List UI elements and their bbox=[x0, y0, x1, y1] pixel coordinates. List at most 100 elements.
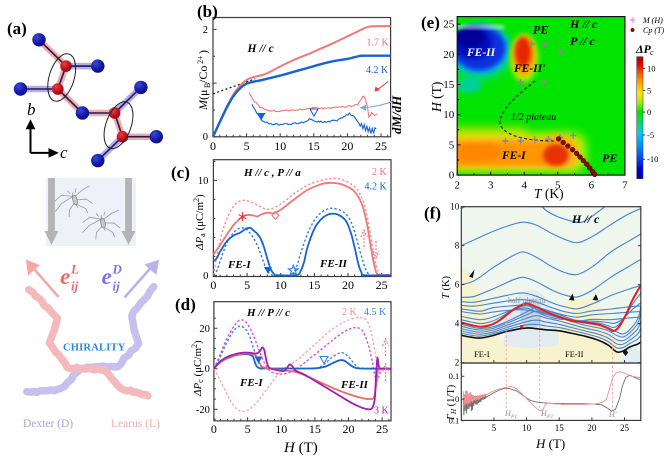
svg-text:c: c bbox=[650, 48, 654, 57]
svg-text:3: 3 bbox=[488, 180, 494, 192]
svg-text:FE-II: FE-II bbox=[565, 349, 584, 359]
svg-text:10: 10 bbox=[450, 202, 460, 212]
svg-text:-5: -5 bbox=[647, 130, 654, 140]
svg-text:H': H' bbox=[608, 410, 617, 419]
svg-text:(a): (a) bbox=[7, 19, 27, 38]
svg-text:20: 20 bbox=[587, 423, 597, 433]
svg-text:B: B bbox=[203, 83, 212, 88]
svg-text:FE-I: FE-I bbox=[501, 150, 526, 162]
svg-text:ΔP: ΔP bbox=[635, 42, 652, 56]
svg-text:5: 5 bbox=[244, 278, 250, 292]
svg-text:10: 10 bbox=[522, 423, 532, 433]
svg-text:(e): (e) bbox=[421, 13, 440, 32]
svg-text:0: 0 bbox=[211, 422, 217, 436]
svg-text:ΓH (1/T): ΓH (1/T) bbox=[446, 384, 458, 421]
svg-text:0: 0 bbox=[210, 278, 216, 292]
svg-text:H (T): H (T) bbox=[283, 440, 318, 456]
svg-text:5: 5 bbox=[555, 180, 561, 192]
svg-text:D: D bbox=[112, 262, 123, 277]
svg-text:b: b bbox=[27, 100, 36, 119]
svg-text:(f): (f) bbox=[424, 204, 441, 223]
svg-text:20: 20 bbox=[199, 324, 210, 335]
svg-text:H // c: H // c bbox=[571, 212, 600, 226]
svg-text:0.1: 0.1 bbox=[449, 416, 460, 426]
svg-text:0: 0 bbox=[647, 107, 651, 117]
svg-text:8: 8 bbox=[455, 241, 460, 251]
svg-text:H // c: H // c bbox=[247, 43, 274, 55]
svg-text:Learus (L): Learus (L) bbox=[111, 418, 160, 430]
svg-text:half plateau: half plateau bbox=[508, 296, 546, 305]
svg-text:-20: -20 bbox=[196, 405, 210, 416]
svg-text:15: 15 bbox=[443, 79, 455, 91]
svg-text:2: 2 bbox=[203, 25, 208, 36]
svg-text:25: 25 bbox=[443, 19, 455, 31]
svg-text:H: H bbox=[540, 409, 548, 418]
svg-text:ΔPa (μC/m2): ΔPa (μC/m2) bbox=[192, 194, 207, 251]
svg-text:L: L bbox=[70, 262, 79, 277]
svg-text:0.1: 0.1 bbox=[449, 371, 460, 381]
svg-text:FE-II: FE-II bbox=[466, 47, 496, 59]
svg-text:20: 20 bbox=[343, 422, 355, 436]
svg-text:15: 15 bbox=[308, 278, 320, 292]
svg-text:CHIRALITY: CHIRALITY bbox=[63, 343, 126, 354]
svg-text:FE-I: FE-I bbox=[474, 349, 490, 359]
svg-text:0: 0 bbox=[455, 394, 459, 404]
svg-text:ΔPc (μC/m2): ΔPc (μC/m2) bbox=[190, 340, 205, 397]
svg-text:(μ: (μ bbox=[196, 90, 210, 100]
svg-text:FE-II: FE-II bbox=[340, 379, 369, 391]
svg-text:20: 20 bbox=[443, 49, 455, 61]
svg-text:Cp (T): Cp (T) bbox=[643, 26, 664, 35]
svg-text:Dexter (D): Dexter (D) bbox=[23, 418, 73, 430]
svg-text:ij: ij bbox=[71, 279, 79, 294]
svg-text:ij: ij bbox=[113, 279, 121, 294]
svg-text:H // P // c: H // P // c bbox=[246, 307, 290, 319]
svg-text:0: 0 bbox=[210, 139, 216, 153]
svg-text:5: 5 bbox=[245, 422, 251, 436]
svg-text:FE-II: FE-II bbox=[319, 258, 348, 270]
svg-text:10: 10 bbox=[275, 422, 287, 436]
svg-text:M (H): M (H) bbox=[642, 16, 663, 25]
svg-text:H (T): H (T) bbox=[535, 436, 565, 451]
svg-text:4.2 K: 4.2 K bbox=[365, 182, 388, 193]
svg-text:1/2 plateau: 1/2 plateau bbox=[511, 112, 556, 123]
svg-text:T (K): T (K) bbox=[441, 275, 452, 299]
svg-text:H (T): H (T) bbox=[429, 82, 444, 113]
svg-text:H: H bbox=[504, 409, 512, 418]
svg-text:5: 5 bbox=[647, 85, 651, 95]
svg-text:PE: PE bbox=[533, 23, 548, 37]
svg-text:10: 10 bbox=[274, 139, 286, 153]
svg-text:4.2 K: 4.2 K bbox=[366, 65, 389, 76]
svg-text:0: 0 bbox=[449, 170, 455, 182]
svg-text:7: 7 bbox=[622, 180, 628, 192]
svg-text:4: 4 bbox=[455, 319, 460, 329]
svg-text:10: 10 bbox=[443, 109, 455, 121]
svg-text:15: 15 bbox=[309, 422, 321, 436]
svg-text:5: 5 bbox=[244, 139, 250, 153]
svg-text:6: 6 bbox=[589, 180, 595, 192]
svg-text:4.5 K: 4.5 K bbox=[364, 307, 387, 318]
svg-text:FE-I: FE-I bbox=[227, 259, 251, 271]
svg-text:H // c: H // c bbox=[569, 17, 598, 31]
svg-text:10: 10 bbox=[275, 278, 287, 292]
svg-text:H // c , P // a: H // c , P // a bbox=[243, 167, 301, 179]
svg-text:(d): (d) bbox=[175, 295, 196, 314]
svg-text:2: 2 bbox=[455, 358, 460, 368]
svg-text:c: c bbox=[60, 143, 68, 162]
svg-text:FE-I: FE-I bbox=[239, 377, 263, 389]
svg-text:5: 5 bbox=[449, 139, 455, 151]
svg-text:25: 25 bbox=[375, 139, 387, 153]
svg-text:25: 25 bbox=[376, 422, 388, 436]
svg-text:0: 0 bbox=[203, 271, 208, 282]
svg-text:e: e bbox=[102, 264, 112, 289]
svg-text:M: M bbox=[196, 99, 210, 111]
svg-text:20: 20 bbox=[341, 139, 353, 153]
svg-text:15: 15 bbox=[308, 139, 320, 153]
svg-text:FE-II': FE-II' bbox=[513, 63, 545, 75]
svg-text:2: 2 bbox=[454, 180, 460, 192]
svg-text:P2: P2 bbox=[546, 414, 553, 420]
svg-text:-10: -10 bbox=[647, 154, 658, 164]
svg-text:(c): (c) bbox=[171, 163, 190, 182]
svg-text:3 K: 3 K bbox=[374, 406, 390, 417]
svg-text:dM/dH: dM/dH bbox=[389, 95, 404, 134]
svg-text:15: 15 bbox=[555, 423, 565, 433]
